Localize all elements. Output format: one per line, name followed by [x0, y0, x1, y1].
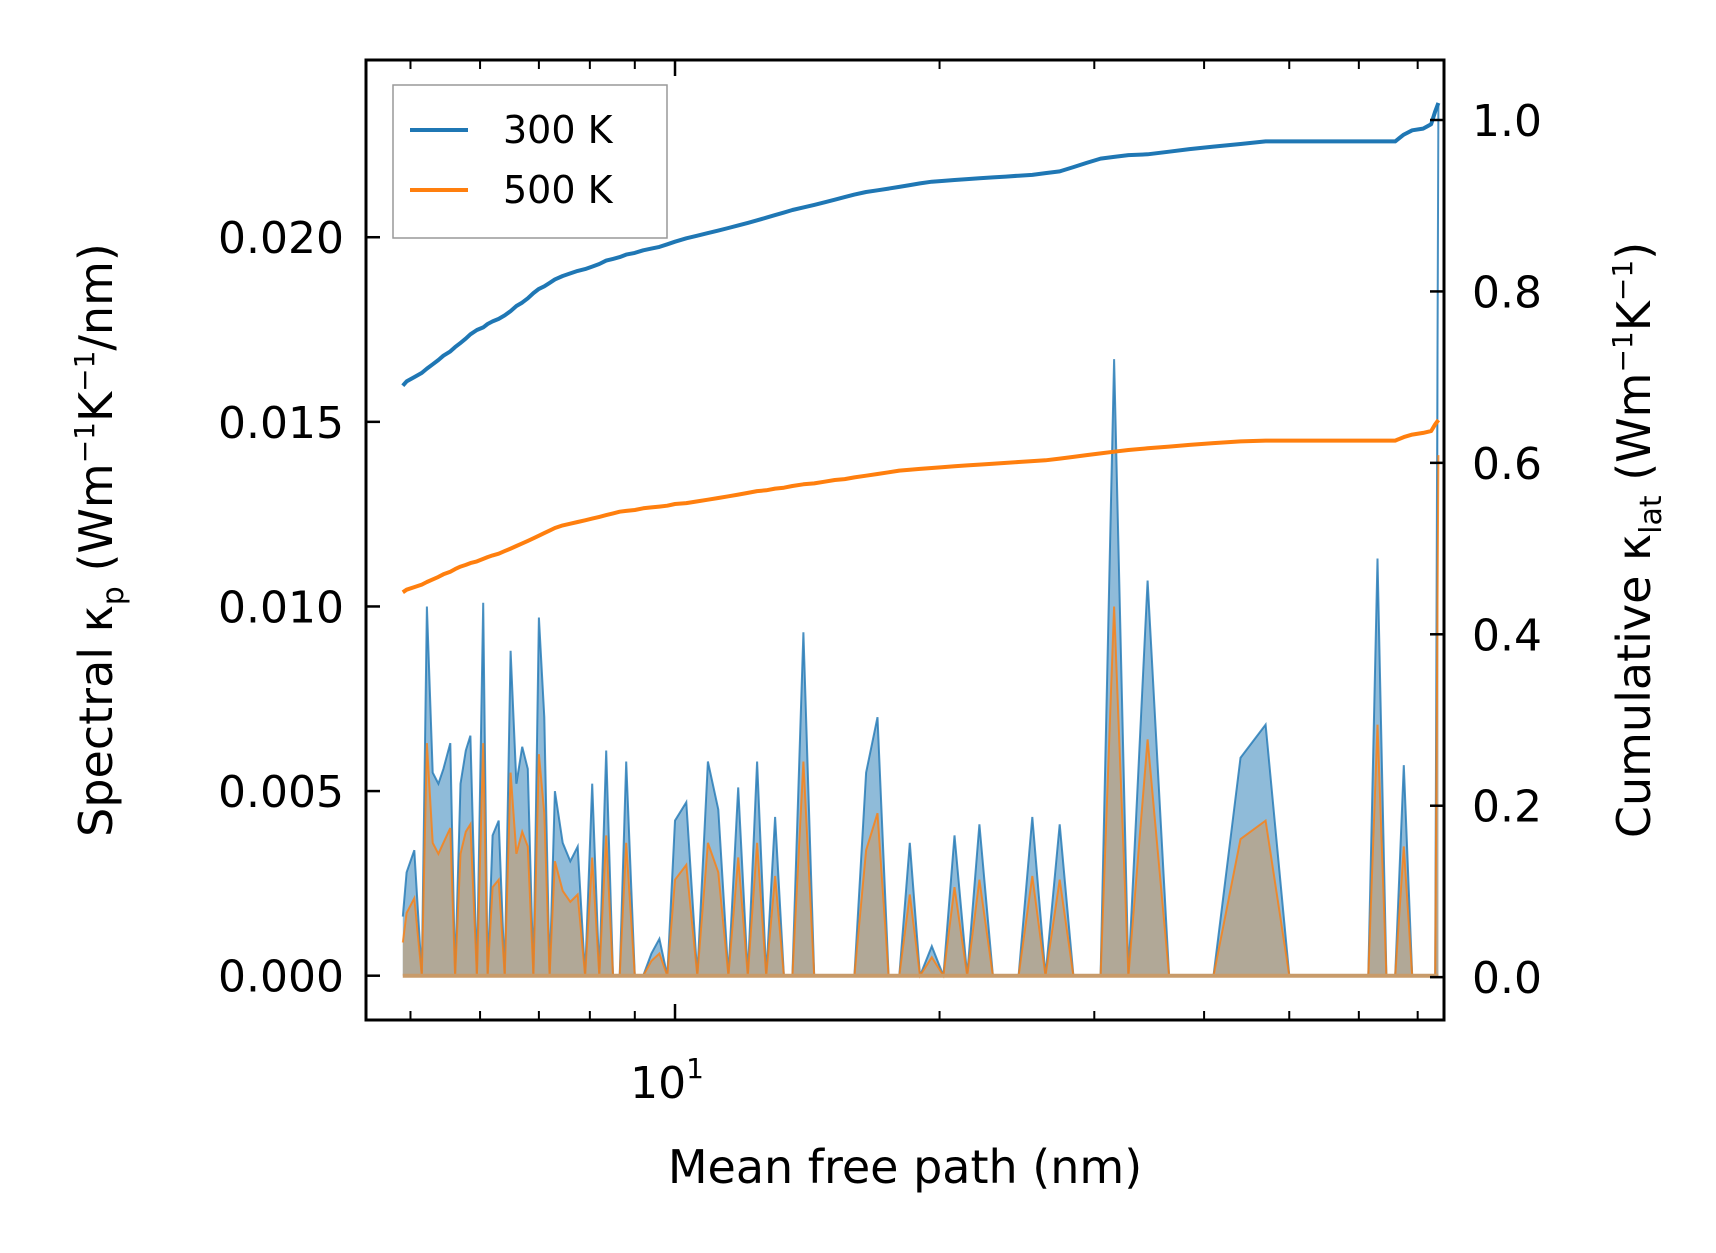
y-right-tick-label: 0.8 [1472, 267, 1542, 318]
legend: 300 K 500 K [392, 84, 668, 239]
x-axis-title: Mean free path (nm) [668, 1140, 1142, 1194]
y-right-tick-label: 1.0 [1472, 96, 1542, 147]
x-tick-label-base: 10 [630, 1058, 686, 1109]
spectral-fill-500k [402, 455, 1439, 976]
cumulative-line-500k [401, 418, 1441, 594]
y-left-tick-label: 0.000 [218, 952, 344, 1003]
tick-layer: 0.000 0.005 0.010 0.015 0.020 0.0 0.2 0.4 0.6 0.8… [218, 60, 1542, 1109]
y-left-tick-label: 0.015 [218, 398, 344, 449]
cumulative-line-layer [401, 102, 1441, 594]
y-right-tick-label: 0.0 [1472, 953, 1542, 1004]
y-right-tick-label: 0.4 [1472, 610, 1542, 661]
plot-frame [364, 58, 1446, 1022]
y-axis-left-title: Spectral κp (Wm−1K−1/nm) [68, 243, 131, 837]
y-axis-right-title: Cumulative κlat (Wm−1K−1) [1606, 242, 1669, 838]
spectral-fill-layer [401, 104, 1440, 979]
y-right-tick-label: 0.2 [1472, 782, 1542, 833]
y-right-tick-label: 0.6 [1472, 439, 1542, 490]
legend-label-300k: 300 K [503, 108, 614, 152]
legend-box [392, 84, 668, 239]
cumulative-line-300k [401, 102, 1441, 388]
y-left-tick-label: 0.010 [218, 582, 344, 633]
x-tick-label-exponent: 1 [686, 1052, 704, 1085]
legend-label-500k: 500 K [503, 168, 614, 212]
y-left-tick-label: 0.005 [218, 767, 344, 818]
y-left-tick-label: 0.020 [218, 213, 344, 264]
x-major-tick-label: 101 [630, 1052, 704, 1109]
